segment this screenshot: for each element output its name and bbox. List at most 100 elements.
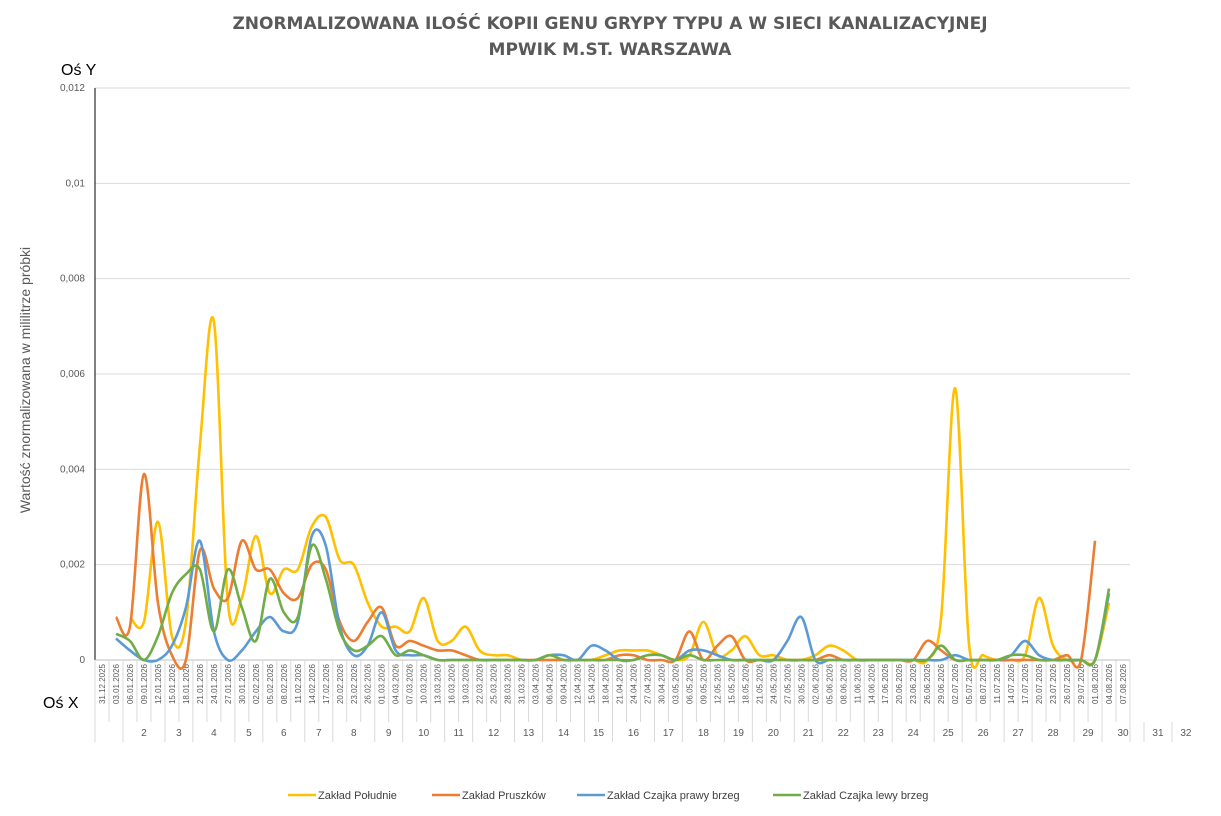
x-tick-date: 07.03.2026: [406, 663, 415, 704]
week-label: 4: [211, 728, 217, 739]
week-label: 30: [1117, 728, 1129, 739]
x-tick-date: 29.07.2026: [1077, 663, 1086, 704]
x-tick-date: 06.05.2026: [685, 663, 694, 704]
x-tick-date: 21.01.2026: [196, 663, 205, 704]
x-tick-date: 18.04.2026: [602, 663, 611, 704]
x-tick-date: 05.07.2026: [965, 663, 974, 704]
x-tick-date: 23.06.2026: [909, 663, 918, 704]
y-tick-label: 0,01: [66, 178, 86, 189]
week-label: 29: [1082, 728, 1094, 739]
week-label: 16: [628, 728, 640, 739]
x-tick-date: 08.02.2026: [280, 663, 289, 704]
x-tick-date: 11.06.2026: [853, 663, 862, 703]
x-tick-date: 04.08.2026: [1105, 663, 1114, 704]
x-tick-date: 11.02.2026: [294, 663, 303, 703]
x-tick-date: 17.07.2026: [1021, 663, 1030, 704]
x-tick-date: 18.05.2026: [741, 663, 750, 704]
x-tick-date: 30.04.2026: [657, 663, 666, 704]
x-tick-date: 12.04.2026: [574, 663, 583, 704]
week-label: 8: [351, 728, 357, 739]
x-tick-date: 07.08.2026: [1119, 663, 1128, 704]
x-tick-date: 11.07.2026: [993, 663, 1002, 703]
week-label: 25: [943, 728, 955, 739]
x-tick-date: 23.02.2026: [350, 663, 359, 704]
week-label: 13: [523, 728, 535, 739]
x-tick-date: 28.03.2026: [504, 663, 513, 704]
week-label: 19: [733, 728, 745, 739]
x-tick-date: 21.05.2026: [755, 663, 764, 704]
x-tick-date: 02.06.2026: [811, 663, 820, 704]
x-tick-date: 01.08.2026: [1091, 663, 1100, 704]
y-tick-label: 0,004: [60, 464, 85, 475]
x-tick-date: 09.01.2026: [140, 663, 149, 704]
x-tick-date: 31.12.2025: [98, 663, 107, 704]
week-label: 21: [803, 728, 815, 739]
x-tick-date: 03.05.2026: [671, 663, 680, 704]
x-tick-date: 18.01.2026: [182, 663, 191, 704]
legend: Zakład Południe Zakład Pruszków Zakład Cza…: [288, 790, 928, 802]
x-tick-date: 26.06.2026: [923, 663, 932, 704]
x-tick-date: 09.05.2026: [699, 663, 708, 704]
x-tick-date: 05.02.2026: [266, 663, 275, 704]
series-lines: [114, 316, 1111, 670]
y-tick-label: 0,012: [60, 83, 85, 94]
week-label: 20: [768, 728, 780, 739]
x-tick-date: 30.05.2026: [797, 663, 806, 704]
legend-label: Zakład Czajka lewy brzeg: [803, 790, 928, 802]
x-axis-caption: Oś X: [43, 695, 79, 712]
x-tick-date: 15.01.2026: [168, 663, 177, 704]
x-tick-date: 04.03.2026: [392, 663, 401, 704]
week-label: 15: [593, 728, 605, 739]
week-label: 27: [1013, 728, 1025, 739]
y-tick-label: 0,006: [60, 369, 85, 380]
week-label: 32: [1180, 728, 1192, 739]
x-tick-date: 17.06.2026: [881, 663, 890, 704]
week-label: 5: [246, 728, 252, 739]
legend-label: Zakład Pruszków: [462, 790, 546, 802]
chart-title-line2: MPWIK M.ST. WARSZAWA: [489, 40, 733, 60]
x-tick-date: 13.03.2026: [434, 663, 443, 704]
x-tick-date: 17.02.2026: [322, 663, 331, 704]
week-label: 22: [838, 728, 850, 739]
x-tick-date: 14.07.2026: [1007, 663, 1016, 704]
week-label: 18: [698, 728, 710, 739]
x-tick-date: 08.07.2026: [979, 663, 988, 704]
legend-label: Zakład Południe: [318, 790, 397, 802]
series-line-4: [115, 543, 1111, 667]
week-label: 6: [281, 728, 287, 739]
x-tick-date: 03.01.2026: [112, 663, 121, 704]
week-label: 26: [978, 728, 990, 739]
y-axis-caption: Oś Y: [61, 62, 97, 79]
week-label: 24: [908, 728, 920, 739]
week-label: 14: [558, 728, 570, 739]
chart-title-line1: ZNORMALIZOWANA ILOŚĆ KOPII GENU GRYPY TY…: [232, 12, 987, 34]
x-tick-date: 15.04.2026: [588, 663, 597, 704]
x-tick-date: 31.03.2026: [518, 663, 527, 704]
week-label: 7: [316, 728, 322, 739]
week-label: 10: [418, 728, 430, 739]
week-label: 3: [176, 728, 182, 739]
x-tick-date: 03.04.2026: [532, 663, 541, 704]
x-tick-date: 26.02.2026: [364, 663, 373, 704]
x-tick-date: 24.05.2026: [769, 663, 778, 704]
x-tick-date: 05.06.2026: [825, 663, 834, 704]
week-label: 2: [141, 728, 147, 739]
week-label: 28: [1048, 728, 1060, 739]
x-tick-date: 16.03.2026: [448, 663, 457, 704]
y-tick-labels: 0 0,002 0,004 0,006 0,008 0,01 0,012: [60, 83, 85, 666]
x-tick-date: 23.07.2026: [1049, 663, 1058, 704]
x-tick-date: 22.03.2026: [476, 663, 485, 704]
week-label: 31: [1152, 728, 1164, 739]
x-tick-date: 19.03.2026: [462, 663, 471, 704]
x-tick-date: 27.04.2026: [643, 663, 652, 704]
x-tick-date: 02.02.2026: [252, 663, 261, 704]
x-tick-date: 27.01.2026: [224, 663, 233, 704]
series-line-3: [115, 528, 1111, 667]
x-tick-date: 24.04.2026: [629, 663, 638, 704]
week-label: 11: [453, 728, 464, 739]
x-tick-date: 21.04.2026: [615, 663, 624, 704]
legend-label: Zakład Czajka prawy brzeg: [607, 790, 740, 802]
x-tick-date: 20.06.2026: [895, 663, 904, 704]
x-tick-date: 02.07.2026: [951, 663, 960, 704]
